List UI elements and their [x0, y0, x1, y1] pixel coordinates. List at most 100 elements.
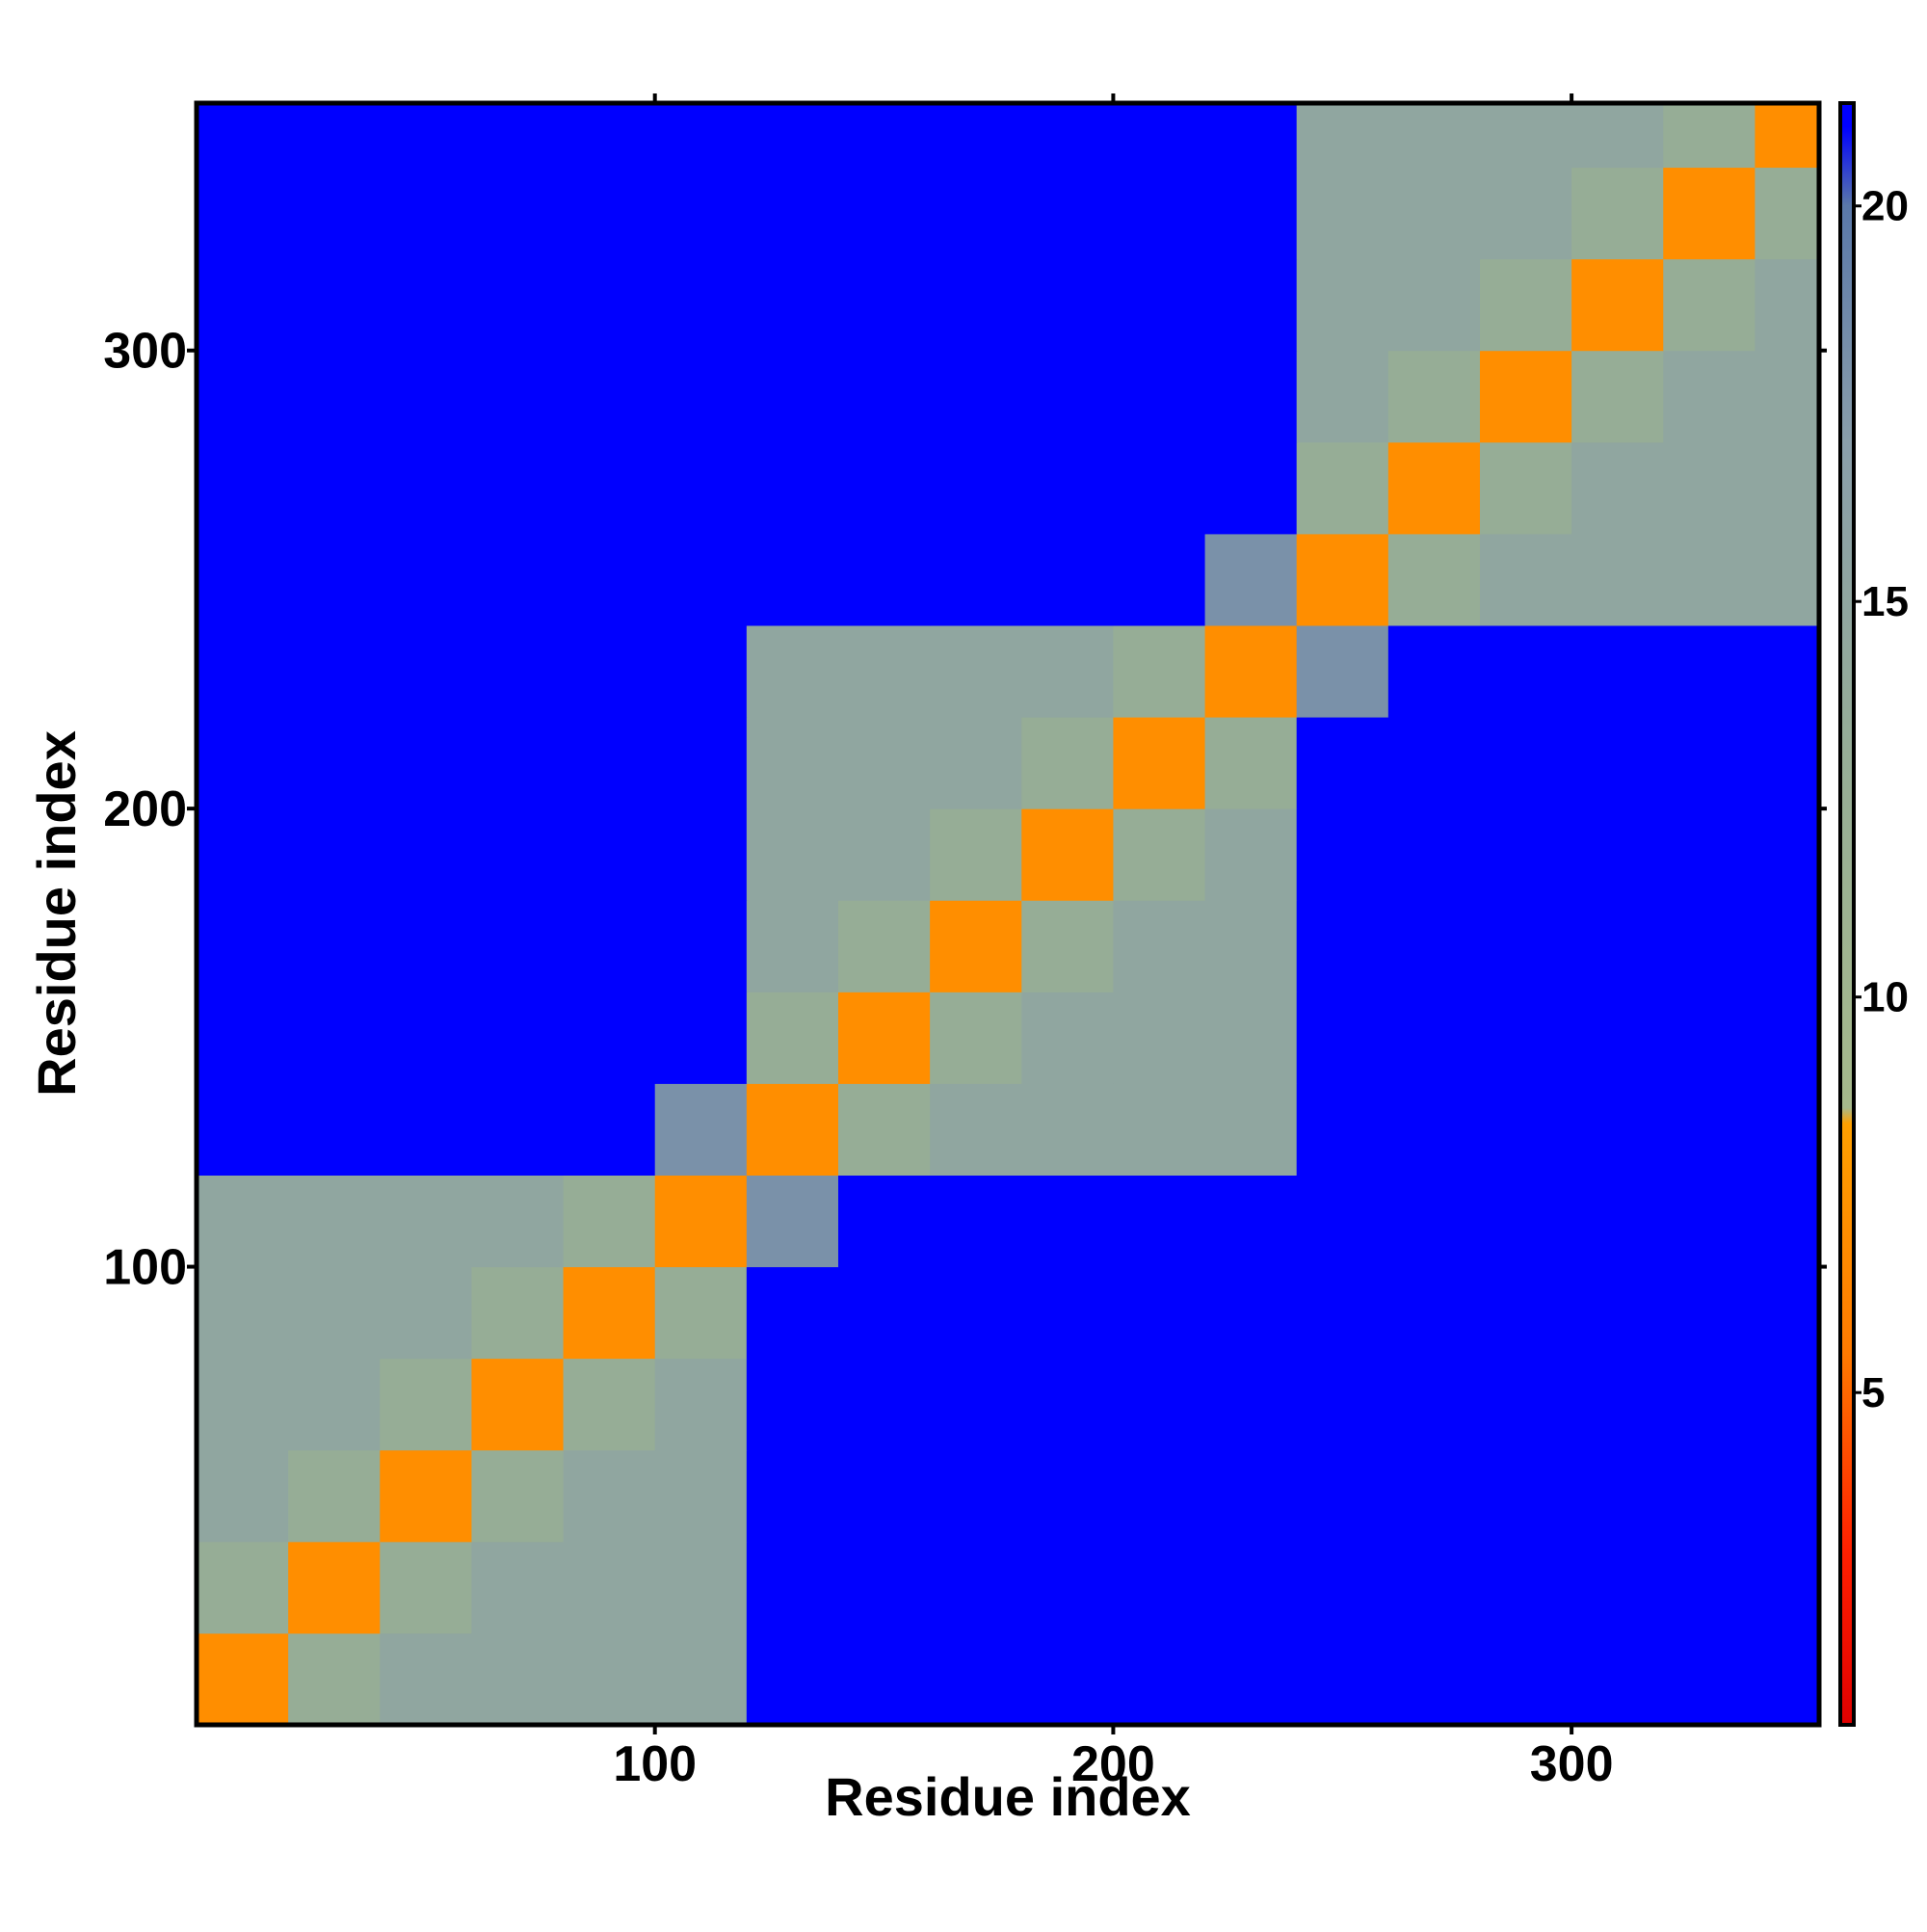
- heatmap-cell: [746, 1449, 839, 1543]
- heatmap-cell: [930, 1175, 1022, 1268]
- heatmap-cell: [1571, 1358, 1664, 1451]
- heatmap-cell: [746, 441, 839, 535]
- heatmap-cell: [837, 1632, 931, 1726]
- heatmap-cell: [1113, 624, 1206, 718]
- heatmap-cell: [654, 350, 748, 443]
- heatmap-cell: [1296, 808, 1389, 901]
- heatmap-cell: [654, 167, 748, 260]
- heatmap-cell: [746, 350, 839, 443]
- heatmap-cell: [197, 900, 289, 992]
- colorbar-tick-label: 10: [1861, 974, 1909, 1021]
- heatmap-cell: [930, 1632, 1022, 1726]
- heatmap-cell: [197, 1266, 289, 1360]
- heatmap-cell: [1755, 1175, 1820, 1268]
- heatmap-cell: [1479, 1449, 1572, 1543]
- heatmap-cell: [1755, 717, 1820, 809]
- heatmap-cell: [930, 1083, 1022, 1176]
- heatmap-cell: [1021, 624, 1114, 718]
- heatmap-cell: [1663, 900, 1755, 992]
- heatmap-cell: [471, 1541, 565, 1634]
- heatmap-cell: [1755, 1266, 1820, 1360]
- heatmap-cell: [1479, 624, 1572, 718]
- heatmap-cell: [471, 808, 565, 901]
- heatmap-cell: [1296, 1541, 1389, 1634]
- heatmap-cell: [746, 533, 839, 626]
- heatmap-cell: [1204, 167, 1298, 260]
- heatmap-cell: [380, 167, 472, 260]
- heatmap-cell: [288, 167, 381, 260]
- heatmap-cell: [563, 1175, 656, 1268]
- heatmap-cell: [1021, 808, 1114, 901]
- heatmap-cell: [654, 900, 748, 992]
- heatmap-cell: [1663, 1266, 1755, 1360]
- heatmap-cell: [654, 1266, 748, 1360]
- y-tick-label: 100: [103, 1240, 187, 1296]
- heatmap-cell: [380, 533, 472, 626]
- heatmap-cell: [197, 258, 289, 352]
- heatmap-cell: [930, 441, 1022, 535]
- heatmap-cell: [1663, 1632, 1755, 1726]
- heatmap-cell: [1571, 1541, 1664, 1634]
- heatmap-cell: [197, 808, 289, 901]
- heatmap-cell: [197, 1449, 289, 1543]
- heatmap-cell: [746, 1083, 839, 1176]
- heatmap-cell: [930, 624, 1022, 718]
- heatmap-cell: [288, 624, 381, 718]
- heatmap-cell: [837, 1358, 931, 1451]
- heatmap-cell: [654, 1541, 748, 1634]
- heatmap-cell: [563, 1541, 656, 1634]
- heatmap-cell: [1021, 441, 1114, 535]
- heatmap-cell: [1479, 533, 1572, 626]
- heatmap-cell: [1755, 350, 1820, 443]
- heatmap-cell: [1296, 992, 1389, 1084]
- heatmap-cell: [563, 1358, 656, 1451]
- heatmap-cell: [837, 441, 931, 535]
- heatmap-cell: [654, 992, 748, 1084]
- heatmap-cell: [1204, 900, 1298, 992]
- heatmap-cell: [1021, 103, 1114, 169]
- heatmap-cell: [1387, 1541, 1481, 1634]
- heatmap-cell: [837, 808, 931, 901]
- heatmap-cell: [1663, 808, 1755, 901]
- heatmap-cell: [930, 167, 1022, 260]
- heatmap-cell: [1021, 167, 1114, 260]
- heatmap-cell: [654, 1449, 748, 1543]
- heatmap-cell: [746, 1632, 839, 1726]
- heatmap-cell: [197, 992, 289, 1084]
- heatmap-cell: [197, 1632, 289, 1726]
- heatmap-cell: [1755, 900, 1820, 992]
- heatmap-cell: [746, 1541, 839, 1634]
- heatmap-cell: [1755, 992, 1820, 1084]
- heatmap-cell: [930, 1358, 1022, 1451]
- heatmap-cell: [654, 717, 748, 809]
- heatmap-cell: [471, 624, 565, 718]
- heatmap-cell: [380, 103, 472, 169]
- heatmap-cell: [1113, 441, 1206, 535]
- heatmap-cell: [1571, 992, 1664, 1084]
- heatmap-cell: [288, 258, 381, 352]
- colorbar-tick-label: 20: [1861, 183, 1909, 230]
- heatmap-cell: [1571, 624, 1664, 718]
- heatmap-cell: [471, 1632, 565, 1726]
- heatmap-cell: [288, 441, 381, 535]
- heatmap-cell: [1479, 258, 1572, 352]
- heatmap-cell: [1296, 717, 1389, 809]
- heatmap-cell: [930, 350, 1022, 443]
- heatmap-cell: [746, 717, 839, 809]
- heatmap-cell: [288, 1266, 381, 1360]
- heatmap-cell: [746, 258, 839, 352]
- heatmap-cell: [1571, 900, 1664, 992]
- heatmap-cell: [837, 1541, 931, 1634]
- heatmap-cell: [1479, 1083, 1572, 1176]
- heatmap-cell: [1021, 258, 1114, 352]
- heatmap-cell: [654, 258, 748, 352]
- heatmap-cell: [288, 1632, 381, 1726]
- heatmap-cell: [1663, 533, 1755, 626]
- heatmap-cell: [1387, 992, 1481, 1084]
- y-tick-label: 300: [103, 324, 187, 380]
- heatmap-cell: [380, 900, 472, 992]
- heatmap-cell: [1113, 1541, 1206, 1634]
- heatmap-cell: [930, 103, 1022, 169]
- heatmap-cell: [1021, 1449, 1114, 1543]
- heatmap-cell: [1387, 533, 1481, 626]
